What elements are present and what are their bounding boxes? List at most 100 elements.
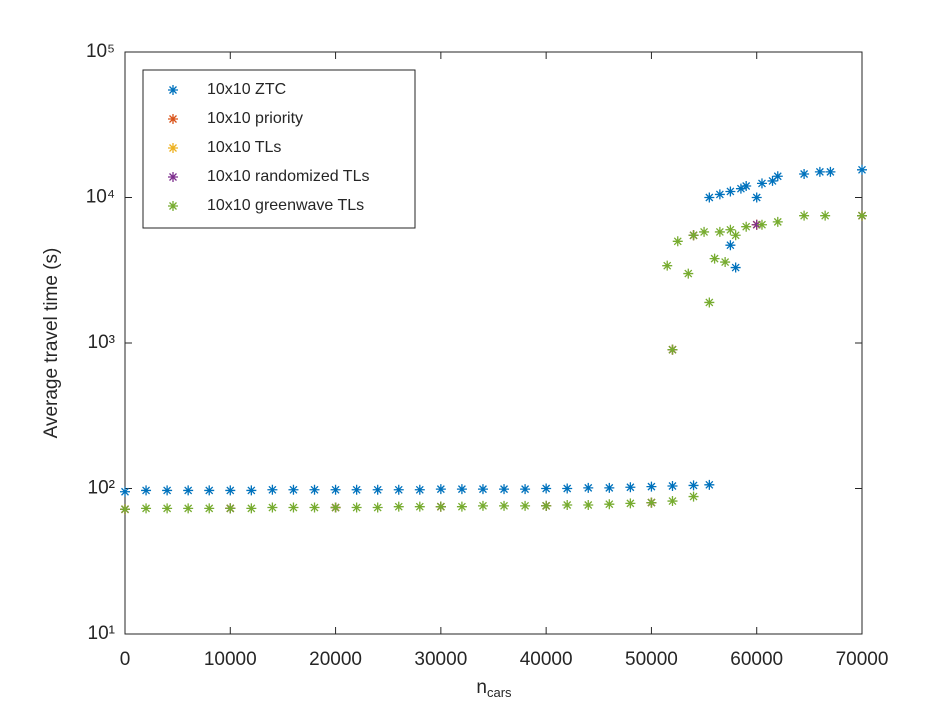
data-point	[625, 482, 636, 493]
x-tick-label: 30000	[414, 649, 467, 670]
data-point	[520, 484, 531, 495]
x-tick-label: 70000	[836, 649, 889, 670]
data-point	[414, 484, 425, 495]
data-point	[393, 484, 404, 495]
data-point	[772, 216, 783, 227]
data-point	[604, 499, 615, 510]
x-axis-label: ncars	[476, 677, 512, 700]
legend-marker	[168, 172, 178, 182]
data-point	[704, 297, 715, 308]
data-point	[520, 500, 531, 511]
x-tick-label: 40000	[520, 649, 573, 670]
data-point	[246, 503, 257, 514]
legend-label: 10x10 priority	[207, 110, 303, 127]
data-point	[120, 486, 130, 497]
data-point	[799, 169, 810, 180]
data-point	[477, 484, 488, 495]
data-point	[204, 503, 215, 514]
data-point	[435, 484, 446, 495]
legend-label: 10x10 ZTC	[207, 81, 286, 98]
data-point	[225, 503, 236, 514]
data-point	[741, 221, 752, 232]
data-point	[372, 502, 383, 513]
data-point	[120, 504, 130, 515]
data-point	[720, 257, 731, 268]
data-point	[162, 485, 173, 496]
legend-marker	[168, 85, 178, 95]
data-point	[246, 485, 257, 496]
data-point	[604, 482, 615, 493]
data-point	[583, 482, 594, 493]
data-point	[662, 260, 673, 271]
data-point	[730, 262, 741, 273]
data-point	[688, 491, 699, 502]
data-point	[393, 501, 404, 512]
data-point	[351, 484, 362, 495]
x-tick-label: 0	[120, 649, 131, 670]
data-point	[288, 484, 299, 495]
data-point	[725, 224, 736, 235]
data-point	[330, 502, 341, 513]
x-tick-label: 50000	[625, 649, 678, 670]
y-axis-label: Average travel time (s)	[41, 248, 62, 439]
data-point	[456, 501, 467, 512]
data-point	[141, 485, 152, 496]
data-point	[857, 164, 867, 175]
data-point	[667, 496, 678, 507]
legend-label: 10x10 randomized TLs	[207, 168, 369, 185]
data-point	[699, 226, 710, 237]
data-point	[183, 503, 194, 514]
data-point	[672, 236, 683, 247]
data-point	[825, 166, 836, 177]
data-point	[704, 192, 715, 203]
legend-box	[142, 69, 416, 229]
x-label-sub: cars	[487, 685, 512, 700]
legend-marker	[168, 201, 178, 211]
data-point	[751, 219, 762, 230]
data-point	[751, 192, 762, 203]
data-point	[225, 485, 236, 496]
data-point	[667, 344, 678, 355]
data-point	[735, 183, 746, 194]
data-point	[667, 481, 678, 492]
data-point	[857, 210, 867, 221]
data-point	[288, 502, 299, 513]
data-point	[435, 501, 446, 512]
data-point	[646, 497, 657, 508]
legend-marker	[168, 114, 178, 124]
legend-label: 10x10 TLs	[207, 139, 281, 156]
data-point	[309, 502, 320, 513]
legend-label: 10x10 greenwave TLs	[207, 197, 364, 214]
data-point	[267, 484, 278, 495]
data-point	[183, 485, 194, 496]
data-point	[772, 171, 783, 182]
data-point	[820, 210, 831, 221]
data-point	[756, 178, 767, 189]
data-point	[372, 484, 383, 495]
data-point	[562, 483, 573, 494]
y-tick-label: 10³	[88, 332, 115, 353]
data-point	[267, 502, 278, 513]
data-point	[814, 166, 825, 177]
data-point	[456, 484, 467, 495]
data-point	[756, 219, 767, 230]
data-point	[683, 268, 694, 279]
x-tick-label: 60000	[730, 649, 783, 670]
data-point	[646, 481, 657, 492]
data-point	[704, 479, 715, 490]
data-point	[730, 230, 741, 241]
x-tick-label: 20000	[309, 649, 362, 670]
data-point	[141, 503, 152, 514]
data-point	[204, 485, 215, 496]
data-point	[725, 186, 736, 197]
data-point	[477, 500, 488, 511]
data-point	[499, 500, 510, 511]
data-point	[309, 484, 320, 495]
y-tick-label: 10²	[88, 478, 115, 499]
data-point	[714, 226, 725, 237]
data-point	[709, 253, 720, 264]
data-point	[688, 480, 699, 491]
data-point	[351, 502, 362, 513]
data-point	[741, 180, 752, 191]
